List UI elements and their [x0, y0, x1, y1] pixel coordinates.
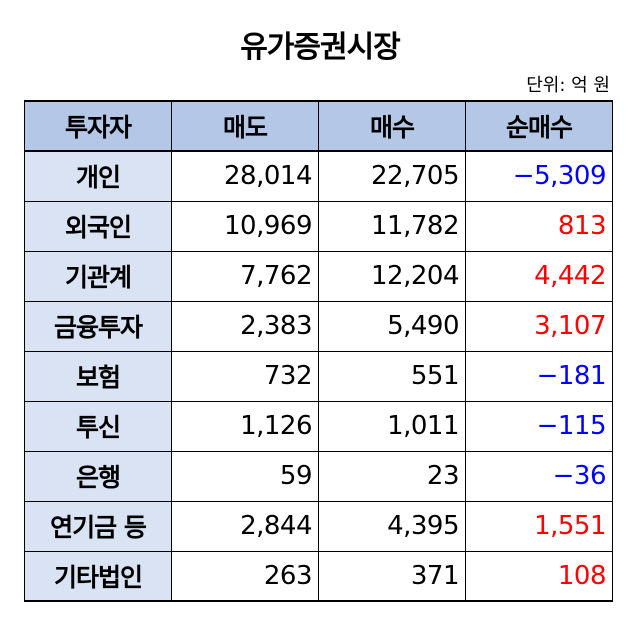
investor-cell: 금융투자 — [24, 300, 172, 352]
sell-cell: 732 — [171, 350, 319, 402]
table-body: 개인 28,014 22,705 −5,309 외국인 10,969 11,782 813 기관… — [24, 150, 613, 602]
sell-cell: 59 — [171, 450, 319, 502]
page-title: 유가증권시장 — [240, 30, 401, 65]
buy-cell: 23 — [318, 450, 466, 502]
table-row: 은행 59 23 −36 — [24, 450, 613, 502]
net-buy-cell: −115 — [465, 400, 613, 452]
sell-cell: 2,844 — [171, 500, 319, 552]
table-row: 투신 1,126 1,011 −115 — [24, 400, 613, 452]
investor-cell: 개인 — [24, 150, 172, 202]
net-buy-cell: −181 — [465, 350, 613, 402]
sell-cell: 1,126 — [171, 400, 319, 452]
header-buy: 매수 — [318, 100, 466, 152]
net-buy-cell: 813 — [465, 200, 613, 252]
buy-cell: 551 — [318, 350, 466, 402]
sell-cell: 7,762 — [171, 250, 319, 302]
buy-cell: 5,490 — [318, 300, 466, 352]
net-buy-cell: 4,442 — [465, 250, 613, 302]
table-row: 보험 732 551 −181 — [24, 350, 613, 402]
net-buy-cell: 1,551 — [465, 500, 613, 552]
buy-cell: 1,011 — [318, 400, 466, 452]
buy-cell: 4,395 — [318, 500, 466, 552]
trading-table: 투자자 매도 매수 순매수 개인 28,014 22,705 −5,309 외국인 10,… — [24, 100, 613, 602]
net-buy-cell: 108 — [465, 550, 613, 602]
buy-cell: 12,204 — [318, 250, 466, 302]
net-buy-cell: −36 — [465, 450, 613, 502]
investor-cell: 투신 — [24, 400, 172, 452]
sell-cell: 263 — [171, 550, 319, 602]
investor-cell: 기관계 — [24, 250, 172, 302]
unit-label: 단위: 억 원 — [526, 75, 610, 96]
table-row: 개인 28,014 22,705 −5,309 — [24, 150, 613, 202]
header-net-buy: 순매수 — [465, 100, 613, 152]
investor-cell: 외국인 — [24, 200, 172, 252]
table-row: 연기금 등 2,844 4,395 1,551 — [24, 500, 613, 552]
sell-cell: 2,383 — [171, 300, 319, 352]
investor-cell: 기타법인 — [24, 550, 172, 602]
buy-cell: 22,705 — [318, 150, 466, 202]
table-header-row: 투자자 매도 매수 순매수 — [24, 100, 613, 152]
sell-cell: 10,969 — [171, 200, 319, 252]
table-row: 기타법인 263 371 108 — [24, 550, 613, 602]
buy-cell: 11,782 — [318, 200, 466, 252]
investor-cell: 보험 — [24, 350, 172, 402]
header-investor: 투자자 — [24, 100, 172, 152]
sell-cell: 28,014 — [171, 150, 319, 202]
table-row: 기관계 7,762 12,204 4,442 — [24, 250, 613, 302]
investor-cell: 은행 — [24, 450, 172, 502]
net-buy-cell: 3,107 — [465, 300, 613, 352]
table-row: 외국인 10,969 11,782 813 — [24, 200, 613, 252]
header-sell: 매도 — [171, 100, 319, 152]
buy-cell: 371 — [318, 550, 466, 602]
net-buy-cell: −5,309 — [465, 150, 613, 202]
investor-cell: 연기금 등 — [24, 500, 172, 552]
table-row: 금융투자 2,383 5,490 3,107 — [24, 300, 613, 352]
